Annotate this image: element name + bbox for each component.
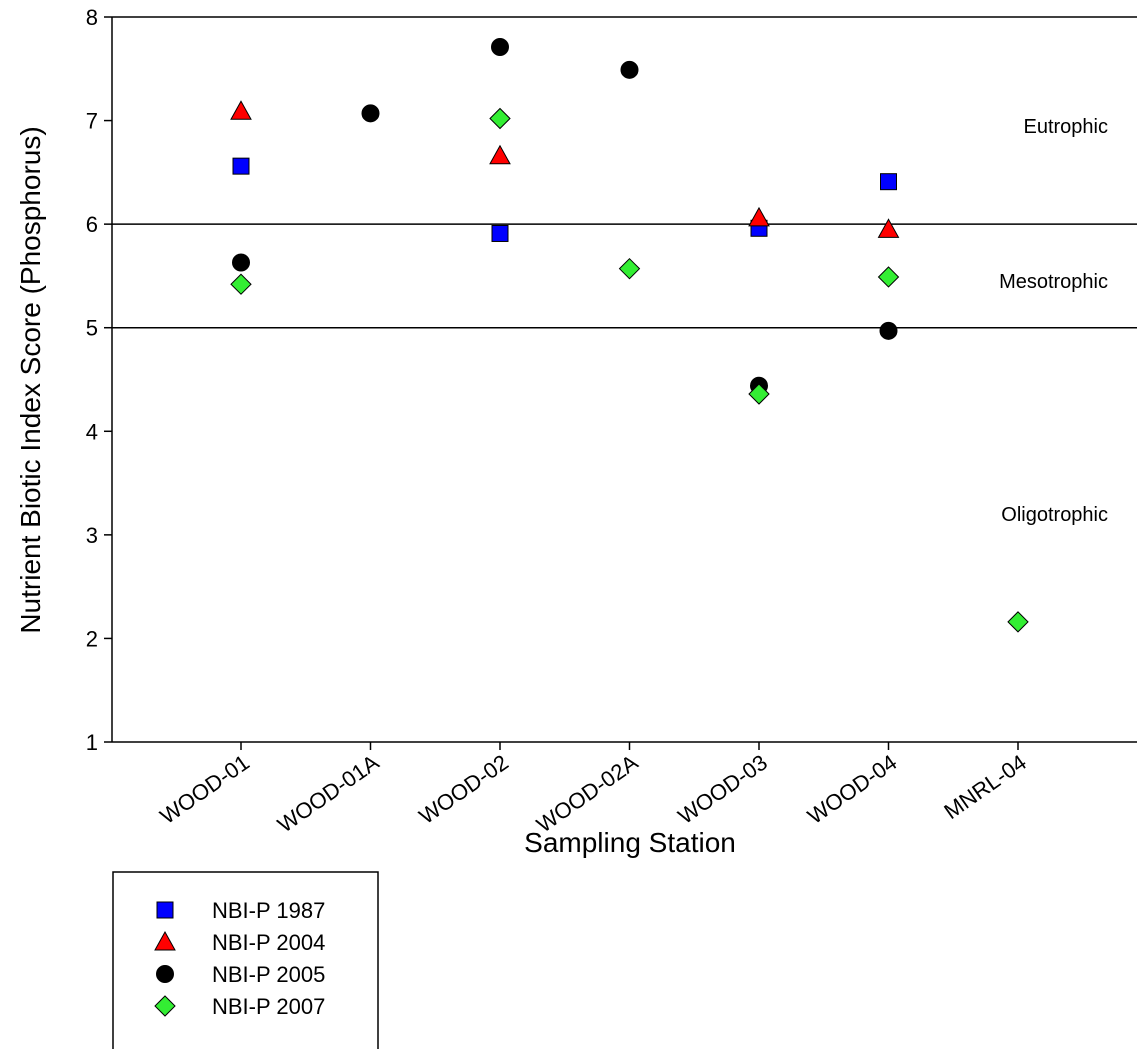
legend-marker-nbi-p-2007	[154, 995, 176, 1017]
point-nbi-p-2004-wood-04	[877, 218, 900, 238]
point-nbi-p-2005-wood-01	[232, 253, 250, 272]
point-nbi-p-2004-wood-01	[230, 100, 252, 120]
legend-marker-nbi-p-2005	[156, 965, 174, 983]
point-nbi-p-2007-wood-01	[230, 273, 252, 295]
plot-frame	[111, 16, 1137, 743]
y-tick-label-2: 2	[86, 626, 98, 651]
point-nbi-p-2007-wood-03	[748, 383, 770, 405]
reference-lines	[112, 223, 1137, 329]
data-points	[230, 38, 1029, 633]
y-tick-label-3: 3	[86, 523, 98, 548]
x-tick-label-wood-03: WOOD-03	[673, 750, 771, 829]
x-tick-label-wood-02a: WOOD-02A	[532, 749, 643, 837]
legend: NBI-P 1987 NBI-P 2004 NBI-P 2005 NBI-P 2007	[112, 871, 379, 1049]
point-nbi-p-1987-wood-02	[491, 224, 509, 242]
point-nbi-p-2005-wood-02a	[620, 60, 639, 79]
point-nbi-p-2007-mnrl-04	[1007, 611, 1029, 633]
y-tick-label-1: 1	[86, 730, 98, 755]
y-tick-label-4: 4	[86, 419, 98, 444]
x-axis: WOOD-01 WOOD-01A WOOD-02 WOOD-02A WOOD-03 WOO…	[155, 742, 1031, 837]
y-tick-label-8: 8	[86, 5, 98, 30]
zone-label-mesotrophic: Mesotrophic	[999, 271, 1108, 293]
point-nbi-p-2004-wood-02	[489, 144, 511, 165]
legend-label-nbi-p-2005: NBI-P 2005	[212, 962, 325, 987]
x-tick-label-wood-04: WOOD-04	[803, 750, 901, 829]
y-axis: 1 2 3 4 5 6 7 8	[86, 5, 112, 755]
zone-label-eutrophic: Eutrophic	[1024, 116, 1109, 138]
x-tick-label-mnrl-04: MNRL-04	[939, 750, 1030, 824]
point-nbi-p-2005-wood-04	[879, 321, 898, 340]
zone-labels: Eutrophic Mesotrophic Oligotrophic	[999, 116, 1108, 526]
y-tick-label-5: 5	[86, 316, 98, 341]
point-nbi-p-1987-wood-04	[880, 173, 897, 191]
zone-label-oligotrophic: Oligotrophic	[1001, 504, 1108, 526]
point-nbi-p-2007-wood-02a	[618, 257, 641, 280]
legend-label-nbi-p-2004: NBI-P 2004	[212, 930, 325, 955]
x-tick-label-wood-02: WOOD-02	[414, 750, 512, 829]
x-tick-label-wood-01: WOOD-01	[155, 750, 253, 829]
point-nbi-p-1987-wood-01	[232, 157, 250, 175]
y-tick-label-6: 6	[86, 212, 98, 237]
point-nbi-p-2004-wood-03	[748, 206, 770, 227]
point-nbi-p-2007-wood-04	[877, 266, 900, 288]
y-tick-label-7: 7	[86, 109, 98, 134]
point-nbi-p-2007-wood-02	[489, 107, 511, 130]
point-nbi-p-2005-wood-02	[491, 38, 509, 57]
y-axis-title: Nutrient Biotic Index Score (Phosphorus)	[15, 126, 46, 633]
legend-marker-nbi-p-1987	[156, 901, 174, 919]
x-axis-title: Sampling Station	[524, 827, 736, 858]
legend-marker-nbi-p-2004	[154, 930, 176, 951]
x-tick-label-wood-01a: WOOD-01A	[273, 749, 384, 837]
legend-label-nbi-p-1987: NBI-P 1987	[212, 898, 325, 923]
legend-label-nbi-p-2007: NBI-P 2007	[212, 994, 325, 1019]
point-nbi-p-2005-wood-01a	[361, 104, 380, 123]
legend-box	[112, 871, 379, 1049]
